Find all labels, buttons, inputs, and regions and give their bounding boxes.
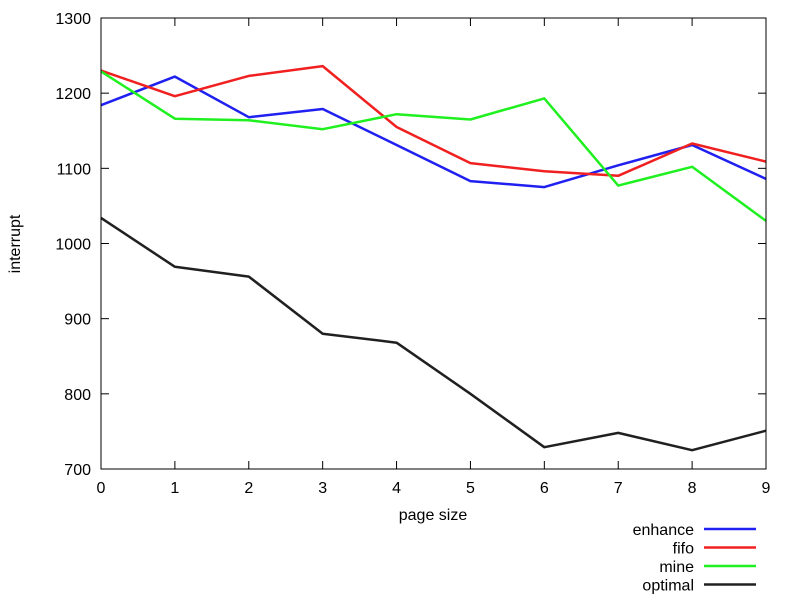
y-tick-label: 1000 — [55, 237, 91, 254]
legend-label-mine: mine — [659, 559, 694, 576]
x-tick-label: 5 — [466, 480, 475, 497]
y-tick-label: 700 — [64, 462, 91, 479]
series-layer — [100, 64, 767, 452]
y-axis-title: interrupt — [7, 214, 24, 273]
x-tick-label: 9 — [762, 480, 771, 497]
y-tick-label: 1300 — [55, 11, 91, 28]
x-tick-label: 8 — [688, 480, 697, 497]
series-line-mine — [100, 70, 767, 222]
x-axis-ticks: 0 1 2 3 4 5 6 7 8 9 — [97, 18, 771, 497]
x-tick-label: 4 — [392, 480, 401, 497]
x-tick-label: 7 — [614, 480, 623, 497]
y-axis-ticks: 700 800 900 1000 1100 1200 1300 — [55, 11, 766, 479]
x-tick-label: 3 — [318, 480, 327, 497]
y-tick-label: 1100 — [57, 161, 92, 178]
series-line-enhance — [100, 75, 767, 189]
y-tick-label: 1200 — [55, 86, 91, 103]
legend-label-optimal: optimal — [642, 578, 694, 595]
y-tick-label: 900 — [64, 312, 91, 329]
legend-label-enhance: enhance — [633, 522, 694, 539]
x-axis-title: page size — [399, 507, 468, 524]
series-line-fifo — [100, 64, 767, 178]
x-tick-label: 2 — [244, 480, 253, 497]
x-tick-label: 1 — [170, 480, 179, 497]
series-line-optimal — [100, 216, 767, 452]
legend-label-fifo: fifo — [673, 541, 694, 558]
x-tick-label: 6 — [540, 480, 549, 497]
x-tick-label: 0 — [97, 480, 106, 497]
y-tick-label: 800 — [64, 387, 91, 404]
